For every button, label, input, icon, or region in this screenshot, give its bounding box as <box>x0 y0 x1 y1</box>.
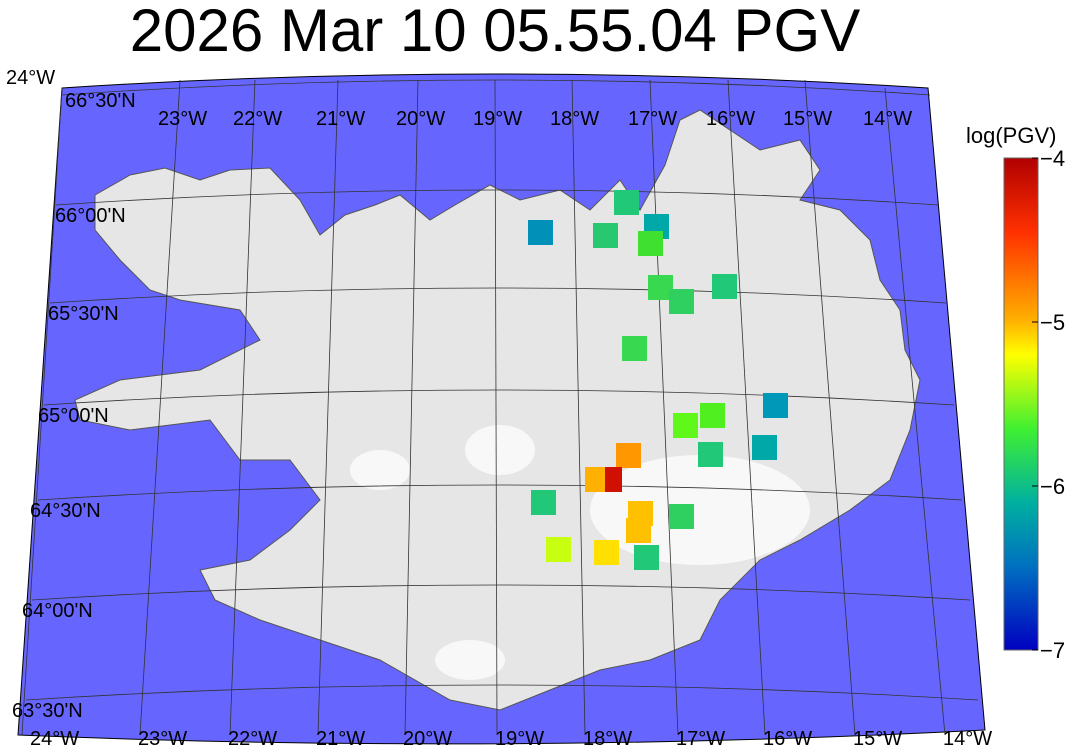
colorbar-tick-label: −6 <box>1040 474 1065 499</box>
colorbar-tick-label: −5 <box>1040 310 1065 335</box>
meridian-line <box>494 79 498 736</box>
station-marker <box>594 540 619 565</box>
lon-label-top: 22°W <box>233 108 282 130</box>
meridian-line <box>884 87 946 736</box>
lon-label-bottom: 17°W <box>676 728 725 749</box>
station-marker <box>700 403 725 428</box>
station-marker <box>638 231 663 256</box>
meridian-line <box>139 79 181 736</box>
meridian-line <box>404 79 419 736</box>
station-markers <box>528 190 788 570</box>
station-marker <box>614 190 639 215</box>
meridian-line <box>229 79 256 736</box>
graticule <box>21 79 979 736</box>
lat-label: 65°30'N <box>48 303 119 325</box>
colorbar: log(PGV) −4 −5 −6 −7 <box>966 123 1065 663</box>
station-marker <box>648 275 673 300</box>
map-title: 2026 Mar 10 05.55.04 PGV <box>129 0 861 64</box>
colorbar-tick-label: −7 <box>1040 638 1065 663</box>
lon-label-bottom: 16°W <box>763 728 812 749</box>
parallel-line <box>25 684 979 701</box>
lat-label: 63°30'N <box>12 700 83 722</box>
colorbar-tick-label: −4 <box>1040 146 1065 171</box>
lon-label-top: 23°W <box>158 108 207 130</box>
colorbar-label: log(PGV) <box>966 123 1056 148</box>
station-marker <box>669 504 694 529</box>
station-marker <box>531 490 556 515</box>
lon-label-top: 24°W <box>6 67 55 89</box>
station-marker <box>528 220 553 245</box>
meridian-line <box>727 79 766 736</box>
lat-label: 64°30'N <box>30 500 101 522</box>
lat-label: 66°30'N <box>65 90 136 112</box>
station-marker <box>712 274 737 299</box>
lon-label-bottom: 22°W <box>228 728 277 749</box>
lon-label-bottom: 20°W <box>403 728 452 749</box>
station-marker <box>605 467 622 492</box>
lon-label-bottom: 23°W <box>138 728 187 749</box>
lon-label-bottom: 18°W <box>583 728 632 749</box>
lon-label-top: 18°W <box>550 108 599 130</box>
station-marker <box>763 393 788 418</box>
lon-label-top: 21°W <box>316 108 365 130</box>
station-marker <box>622 336 647 361</box>
meridian-line <box>317 79 339 736</box>
meridian-line <box>21 87 63 736</box>
lon-label-bottom: 24°W <box>30 728 79 749</box>
station-marker <box>752 435 777 460</box>
station-marker <box>669 289 694 314</box>
parallel-line <box>43 389 955 406</box>
lon-label-top: 17°W <box>628 108 677 130</box>
station-marker <box>616 443 641 468</box>
colorbar-gradient <box>1003 157 1039 651</box>
station-marker <box>546 537 571 562</box>
parallel-line <box>61 79 931 96</box>
station-marker <box>593 223 618 248</box>
station-marker <box>634 545 659 570</box>
meridian-line <box>649 79 679 736</box>
lat-label: 64°00'N <box>22 600 93 622</box>
station-marker <box>698 442 723 467</box>
lon-label-bottom: 14°W <box>943 728 992 749</box>
station-marker <box>626 518 651 543</box>
parallel-line <box>37 484 963 501</box>
lon-label-top: 20°W <box>396 108 445 130</box>
lat-label: 66°00'N <box>55 205 126 227</box>
lon-label-top: 19°W <box>473 108 522 130</box>
parallel-line <box>31 584 971 601</box>
lon-label-bottom: 15°W <box>853 728 902 749</box>
lon-label-top: 15°W <box>783 108 832 130</box>
lon-label-top: 14°W <box>863 108 912 130</box>
glaciers <box>350 425 810 680</box>
lon-label-top: 16°W <box>706 108 755 130</box>
lon-label-bottom: 21°W <box>316 728 365 749</box>
meridian-line <box>571 79 586 736</box>
lon-label-bottom: 19°W <box>495 728 544 749</box>
parallel-line <box>55 189 939 206</box>
parallel-line <box>49 287 947 304</box>
lat-label: 65°00'N <box>38 405 109 427</box>
station-marker <box>673 413 698 438</box>
meridian-line <box>804 79 856 736</box>
